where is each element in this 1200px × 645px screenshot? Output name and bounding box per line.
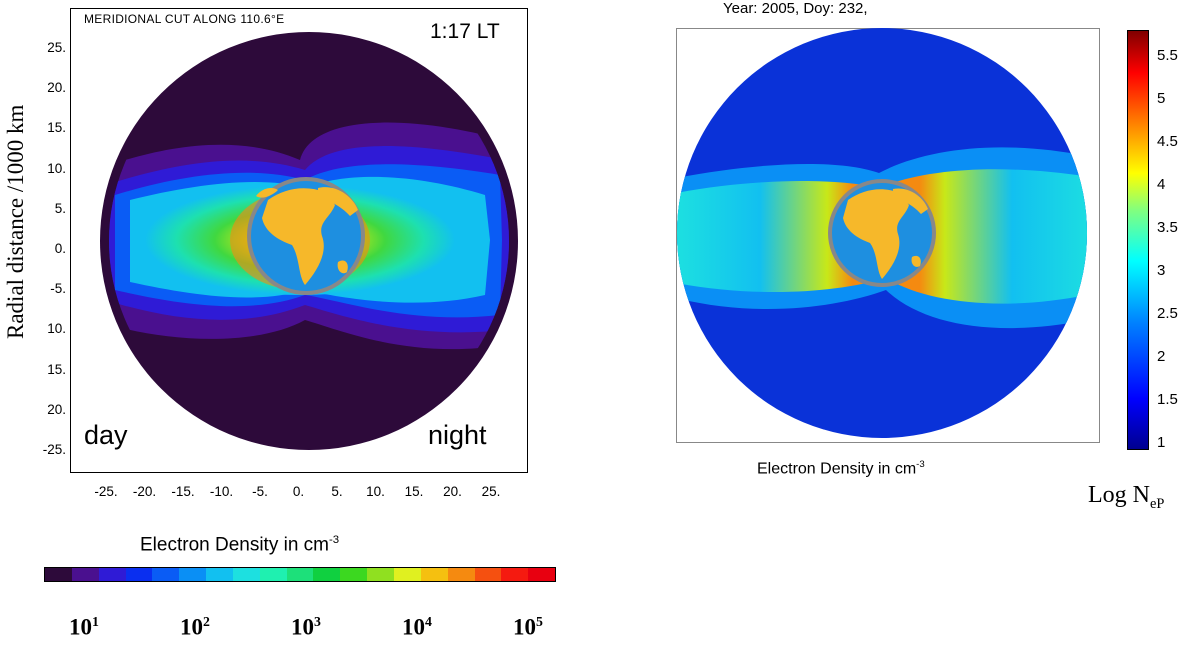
colorbar-swatch (71, 568, 99, 581)
day-label: day (84, 420, 128, 450)
x-tick-label: -20. (132, 484, 157, 499)
right-colorbar-tick-label: 1.5 (1157, 390, 1178, 408)
y-tick-label: -25. (42, 442, 66, 457)
right-colorbar (1127, 30, 1149, 450)
right-colorbar-tick-label: 4 (1157, 175, 1166, 193)
colorbar-tick-base: 10 (291, 614, 315, 640)
y-tick-label: 5. (54, 200, 66, 216)
colorbar-swatch (152, 568, 180, 581)
colorbar-tick-base: 10 (180, 614, 204, 640)
left-plot-frame (70, 8, 528, 473)
colorbar-swatch (125, 568, 153, 581)
colorbar-swatch (340, 568, 368, 581)
right-colorbar-tick-label: 2 (1157, 347, 1166, 365)
x-tick-label: -15. (171, 484, 195, 499)
local-time-label: 1:17 LT (430, 20, 500, 43)
y-tick-label: 10. (47, 321, 66, 337)
colorbar-tick-exp: 2 (203, 614, 210, 629)
colorbar-tick-label: 101 (69, 614, 99, 641)
colorbar-swatch (420, 568, 448, 581)
colorbar-tick-exp: 4 (425, 614, 432, 629)
colorbar-swatch (528, 568, 556, 581)
earth-icon (247, 177, 365, 295)
colorbar-swatch (313, 568, 341, 581)
right-x-axis-label-text: Electron Density in cm (757, 460, 917, 478)
right-colorbar-tick-label: 5.5 (1157, 46, 1178, 64)
left-plot-svg (100, 32, 518, 450)
colorbar-tick-label: 103 (291, 614, 321, 641)
x-tick-label: -25. (94, 484, 118, 499)
left-colorbar-title: Electron Density in cm-3 (140, 534, 339, 556)
left-colorbar (44, 567, 556, 582)
y-tick-label: -5. (50, 281, 66, 297)
left-colorbar-title-exp: -3 (329, 534, 340, 546)
right-colorbar-label: Log NeP (1088, 482, 1164, 513)
right-colorbar-tick-label: 5 (1157, 89, 1166, 107)
earth-icon (828, 179, 936, 287)
colorbar-swatch (501, 568, 529, 581)
y-tick-label: 0. (54, 241, 66, 256)
y-tick-label: 15. (47, 361, 66, 377)
right-colorbar-label-text: Log N (1088, 482, 1150, 508)
y-tick-label: 20. (47, 80, 66, 96)
colorbar-swatch (206, 568, 233, 581)
right-plot-title: Year: 2005, Doy: 232, (723, 0, 868, 17)
colorbar-swatch (393, 568, 421, 581)
colorbar-tick-base: 10 (513, 614, 537, 640)
colorbar-swatch (179, 568, 207, 581)
y-tick-label: 10. (47, 160, 66, 176)
colorbar-tick-label: 105 (513, 614, 543, 641)
colorbar-swatch (367, 568, 394, 581)
colorbar-swatch (98, 568, 126, 581)
colorbar-swatch (45, 568, 72, 581)
colorbar-tick-exp: 5 (536, 614, 543, 629)
right-colorbar-tick-label: 4.5 (1157, 132, 1178, 150)
x-tick-label: 5. (331, 484, 343, 499)
colorbar-swatch (259, 568, 287, 581)
colorbar-swatch (447, 568, 475, 581)
right-colorbar-tick-label: 3 (1157, 261, 1166, 279)
x-tick-label: -10. (209, 484, 234, 499)
x-tick-label: 0. (292, 484, 305, 499)
colorbar-tick-label: 104 (402, 614, 432, 641)
x-tick-label: 15. (404, 484, 424, 499)
y-tick-label: 15. (47, 120, 66, 136)
colorbar-swatch (474, 568, 502, 581)
right-colorbar-tick-label: 2.5 (1157, 304, 1178, 322)
x-tick-label: 10. (366, 484, 385, 499)
right-colorbar-tick-label: 3.5 (1157, 218, 1178, 236)
colorbar-tick-exp: 3 (314, 614, 321, 629)
right-colorbar-tick-label: 1 (1157, 434, 1166, 451)
colorbar-swatch (232, 568, 260, 581)
x-tick-label: 25. (481, 484, 501, 499)
night-label: night (428, 420, 487, 450)
colorbar-tick-label: 102 (180, 614, 210, 641)
x-tick-label: -5. (252, 484, 268, 499)
left-plot-title: MERIDIONAL CUT ALONG 110.6°E (84, 12, 285, 26)
right-plot-svg (677, 28, 1087, 438)
y-tick-label: 20. (47, 401, 66, 417)
right-x-axis-label-exp: -3 (916, 459, 925, 470)
y-axis-label: Radial distance /1000 km (3, 104, 28, 339)
right-colorbar-label-sub: eP (1150, 495, 1165, 512)
colorbar-tick-exp: 1 (92, 614, 99, 629)
right-x-axis-label: Electron Density in cm-3 (757, 459, 925, 478)
y-tick-label: 25. (47, 40, 66, 55)
left-colorbar-title-text: Electron Density in cm (140, 534, 330, 556)
colorbar-tick-base: 10 (69, 614, 93, 640)
colorbar-tick-base: 10 (402, 614, 426, 640)
colorbar-swatch (286, 568, 314, 581)
x-tick-label: 20. (443, 484, 462, 499)
